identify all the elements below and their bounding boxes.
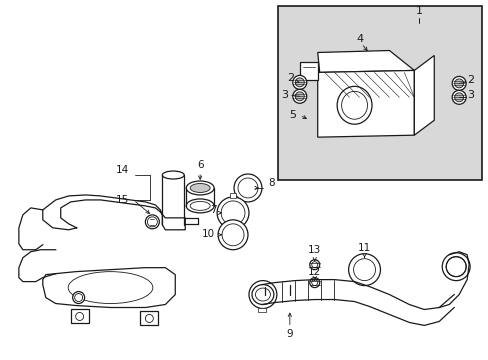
- Text: 7: 7: [209, 205, 216, 215]
- Circle shape: [73, 292, 84, 303]
- Bar: [277, 6, 481, 180]
- Polygon shape: [299, 62, 317, 80]
- Text: 12: 12: [307, 267, 321, 276]
- Text: 11: 11: [357, 243, 370, 253]
- Text: 5: 5: [289, 110, 296, 120]
- Ellipse shape: [190, 184, 210, 193]
- Circle shape: [292, 89, 306, 103]
- Ellipse shape: [238, 178, 258, 198]
- Bar: [229, 193, 236, 198]
- Polygon shape: [317, 50, 413, 72]
- Circle shape: [348, 254, 380, 285]
- Circle shape: [295, 92, 304, 101]
- Ellipse shape: [162, 171, 184, 179]
- Circle shape: [309, 278, 319, 288]
- Text: 9: 9: [286, 329, 292, 339]
- Ellipse shape: [251, 285, 273, 305]
- Text: 8: 8: [268, 178, 275, 188]
- Circle shape: [454, 79, 463, 88]
- Text: 3: 3: [281, 90, 288, 100]
- Text: 6: 6: [197, 160, 203, 170]
- Circle shape: [218, 220, 247, 250]
- Circle shape: [309, 260, 319, 270]
- Ellipse shape: [186, 181, 214, 195]
- Ellipse shape: [341, 91, 367, 119]
- Text: 3: 3: [467, 90, 474, 100]
- Circle shape: [295, 78, 304, 87]
- Circle shape: [451, 90, 465, 104]
- Ellipse shape: [446, 257, 465, 276]
- Circle shape: [292, 75, 306, 89]
- Circle shape: [451, 76, 465, 90]
- Text: 15: 15: [116, 195, 129, 205]
- Text: 4: 4: [355, 33, 363, 44]
- Bar: [140, 311, 158, 325]
- Text: 13: 13: [307, 245, 321, 255]
- Polygon shape: [317, 71, 413, 137]
- Ellipse shape: [186, 199, 214, 213]
- Polygon shape: [413, 55, 433, 135]
- Text: 10: 10: [201, 229, 214, 239]
- Ellipse shape: [234, 174, 262, 202]
- Circle shape: [454, 93, 463, 102]
- Text: 2: 2: [286, 73, 294, 84]
- Circle shape: [145, 215, 159, 229]
- Ellipse shape: [336, 86, 371, 124]
- Text: 1: 1: [415, 6, 422, 15]
- Bar: [258, 307, 265, 312]
- Bar: [71, 310, 88, 323]
- Text: 2: 2: [467, 75, 474, 85]
- Circle shape: [217, 197, 248, 229]
- Text: 14: 14: [116, 165, 129, 175]
